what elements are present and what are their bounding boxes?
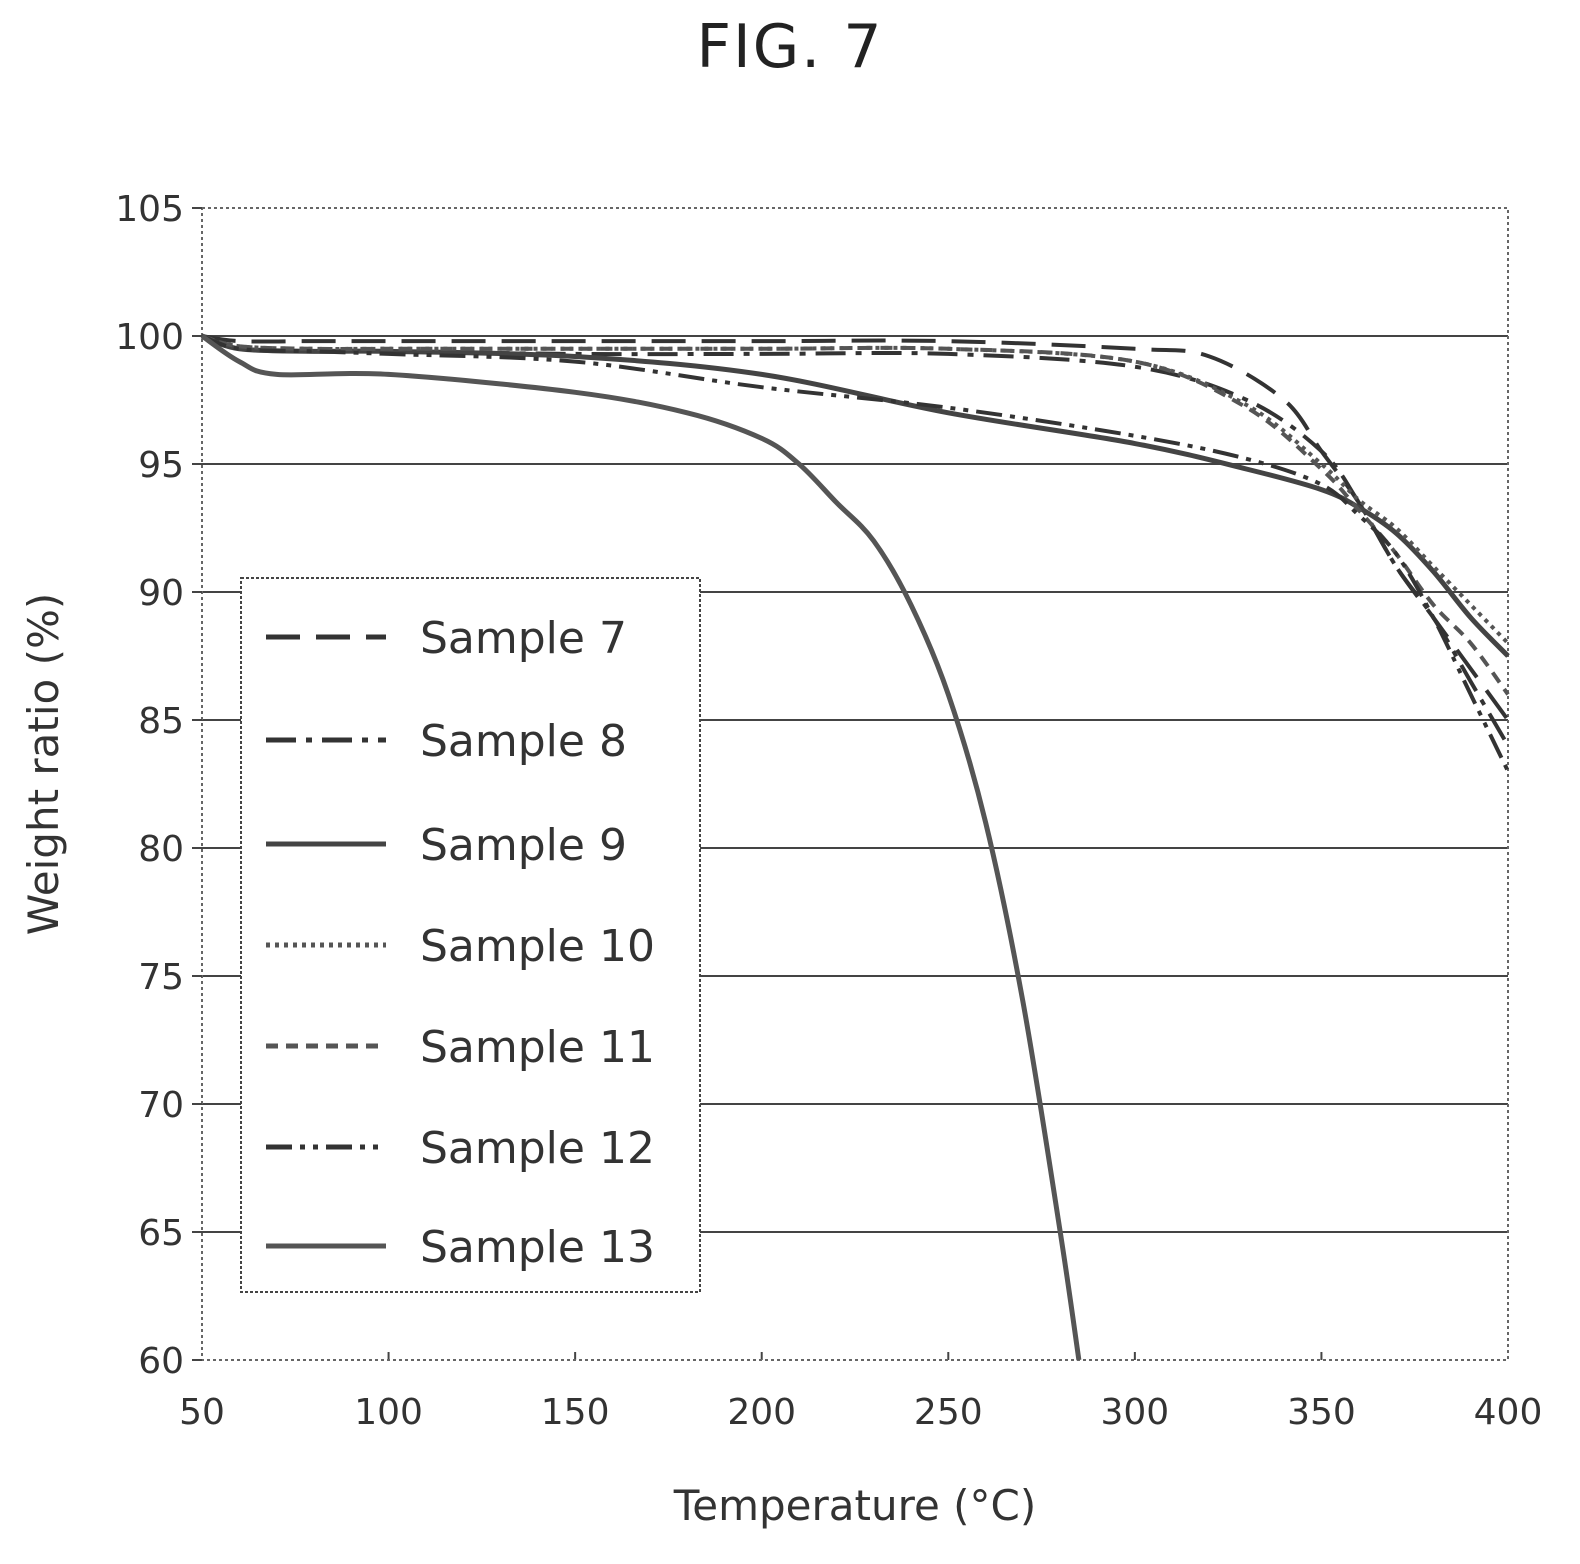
- legend-label: Sample 9: [420, 820, 627, 871]
- series-line-2: [201, 334, 1510, 747]
- y-axis-label: Weight ratio (%): [19, 593, 68, 936]
- y-tick-label: 70: [138, 1085, 184, 1126]
- legend-box: [240, 577, 701, 1293]
- x-tick-label: 100: [354, 1392, 423, 1433]
- legend-label: Sample 10: [420, 921, 655, 972]
- legend-label: Sample 8: [420, 716, 627, 767]
- legend-label: Sample 13: [420, 1222, 655, 1273]
- y-axis-ticks: 60 65 70 75 80 85 90 95 100 105: [115, 189, 202, 1382]
- x-axis-ticks: 50 100 150 200 250 300 350 400: [179, 1392, 1542, 1433]
- series-line-7: [200, 333, 1082, 1361]
- legend-label: Sample 12: [420, 1123, 655, 1174]
- x-axis-label: Temperature (°C): [673, 1481, 1037, 1530]
- x-tick-label: 300: [1100, 1392, 1169, 1433]
- x-tick-label: 250: [914, 1392, 983, 1433]
- series-lines: [200, 333, 1510, 1361]
- legend-label: Sample 11: [420, 1022, 655, 1073]
- series-line-4: [201, 334, 1510, 645]
- series-line-1: [201, 334, 1510, 722]
- figure-label: FIG. 7: [696, 12, 884, 82]
- x-tick-label: 150: [541, 1392, 610, 1433]
- y-tick-label: 105: [115, 189, 184, 230]
- y-tick-label: 80: [138, 829, 184, 870]
- y-tick-label: 100: [115, 317, 184, 358]
- series-line-6: [201, 334, 1510, 773]
- x-tick-label: 400: [1474, 1392, 1543, 1433]
- legend: Sample 7 Sample 8 Sample 9 Sample 10 Sample …: [240, 577, 701, 1293]
- plot-frame: [201, 207, 1509, 1361]
- y-tick-label: 65: [138, 1213, 184, 1254]
- x-tick-label: 200: [727, 1392, 796, 1433]
- y-tick-label: 60: [138, 1341, 184, 1382]
- legend-label: Sample 7: [420, 613, 627, 664]
- x-tick-label: 350: [1287, 1392, 1356, 1433]
- y-tick-label: 75: [138, 957, 184, 998]
- y-tick-label: 95: [138, 445, 184, 486]
- x-tick-label: 50: [179, 1392, 225, 1433]
- y-tick-label: 90: [138, 573, 184, 614]
- y-tick-label: 85: [138, 701, 184, 742]
